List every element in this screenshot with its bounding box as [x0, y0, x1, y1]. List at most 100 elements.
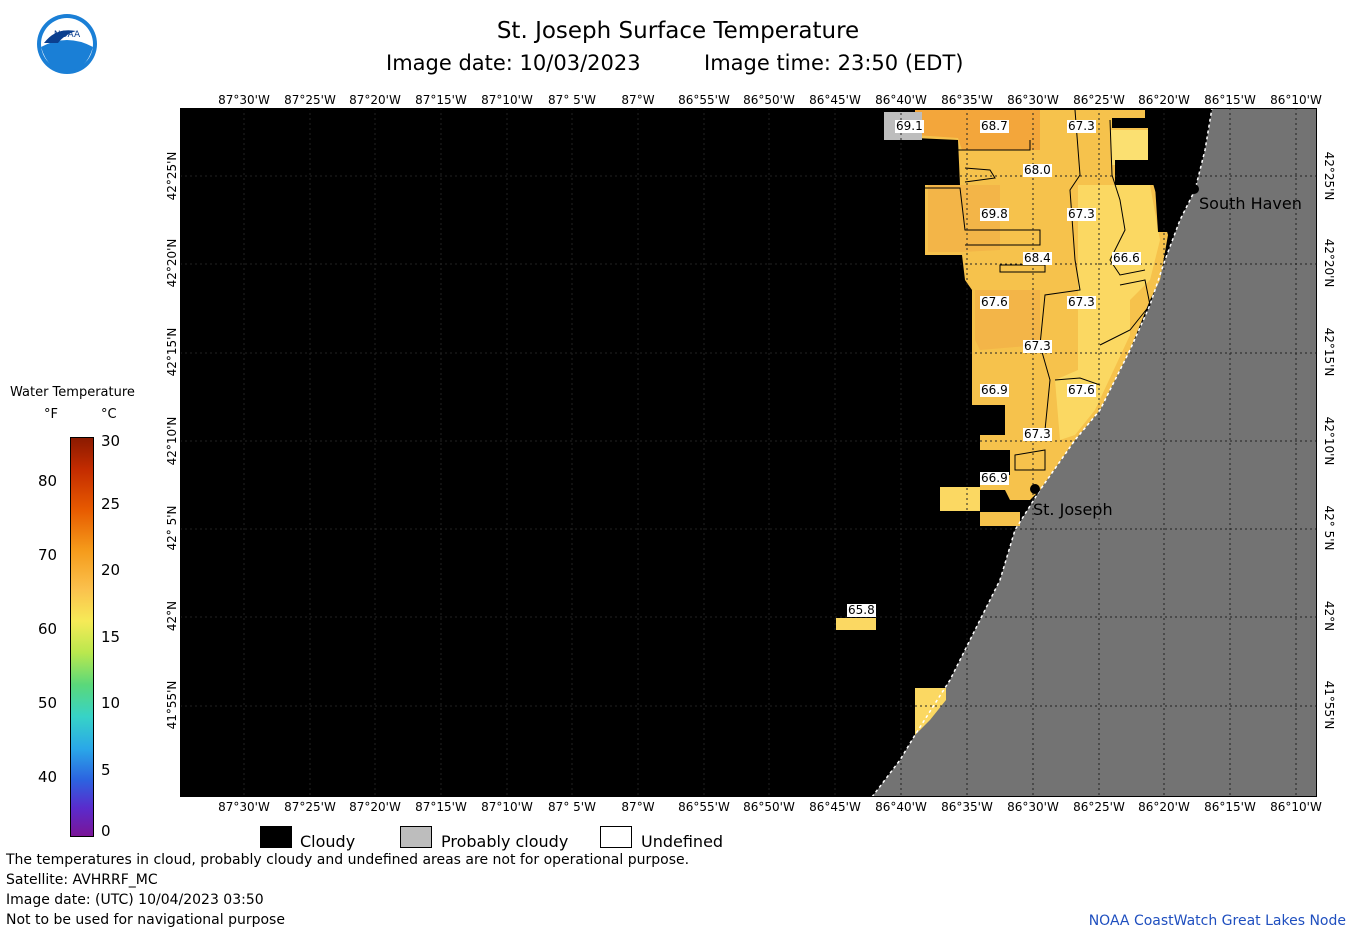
- city-label-st-joseph: St. Joseph: [1033, 500, 1113, 519]
- temp-label: 67.6: [1067, 383, 1096, 397]
- image-date: Image date: 10/03/2023: [386, 51, 641, 75]
- lon-label: 86°20'W: [1138, 800, 1190, 814]
- legend-swatch-cloudy: [260, 826, 292, 848]
- f-tick: 40: [38, 768, 58, 786]
- lon-label: 87° 5'W: [548, 800, 596, 814]
- lon-label: 86°30'W: [1007, 800, 1059, 814]
- lon-label: 86°30'W: [1007, 93, 1059, 107]
- temp-label: 69.8: [980, 207, 1009, 221]
- lat-label: 42°20'N: [1322, 238, 1336, 288]
- lat-label: 42°15'N: [165, 327, 179, 377]
- lon-label: 87°15'W: [415, 93, 467, 107]
- temp-label: 66.6: [1112, 251, 1141, 265]
- color-bar: [70, 437, 94, 837]
- sst-cool-strip: [1055, 185, 1160, 440]
- lon-label: 86°45'W: [809, 93, 861, 107]
- temp-label: 69.1: [895, 119, 924, 133]
- lon-label: 87° 5'W: [548, 93, 596, 107]
- lat-label: 41°55'N: [1322, 680, 1336, 730]
- lon-label: 86°55'W: [678, 800, 730, 814]
- sst-patch: [836, 618, 876, 630]
- legend-title: Water Temperature: [10, 385, 135, 400]
- lon-label: 87°20'W: [349, 800, 401, 814]
- lon-label: 86°50'W: [743, 800, 795, 814]
- lon-label: 86°10'W: [1270, 800, 1322, 814]
- c-tick: 0: [101, 822, 111, 840]
- f-tick: 60: [38, 620, 58, 638]
- lon-label: 86°40'W: [875, 800, 927, 814]
- legend-label-cloudy: Cloudy: [300, 832, 356, 851]
- legend-label-undefined: Undefined: [641, 832, 724, 851]
- lon-label: 87°W: [621, 93, 655, 107]
- legend-label-probably-cloudy: Probably cloudy: [441, 832, 569, 851]
- c-tick: 5: [101, 761, 111, 779]
- lon-label: 87°20'W: [349, 93, 401, 107]
- credit-link[interactable]: NOAA CoastWatch Great Lakes Node: [1088, 913, 1346, 929]
- legend-swatch-undefined: [600, 826, 632, 848]
- legend-swatch-probably-cloudy: [400, 826, 432, 848]
- lat-label: 42°20'N: [165, 238, 179, 288]
- footer-satellite: Satellite: AVHRRF_MC: [6, 872, 158, 888]
- lon-label: 87°25'W: [284, 93, 336, 107]
- c-tick: 15: [101, 628, 121, 646]
- temp-label: 65.8: [847, 603, 876, 617]
- city-label-south-haven: South Haven: [1199, 194, 1302, 213]
- f-tick: 80: [38, 472, 58, 490]
- lat-label: 42°10'N: [1322, 416, 1336, 466]
- lon-label: 86°50'W: [743, 93, 795, 107]
- lon-label: 86°20'W: [1138, 93, 1190, 107]
- lat-label: 42°15'N: [1322, 327, 1336, 377]
- st-joseph-marker: [1030, 484, 1040, 494]
- map-title: St. Joseph Surface Temperature: [496, 18, 860, 44]
- unit-c: °C: [101, 407, 117, 422]
- lat-label: 41°55'N: [165, 680, 179, 730]
- lat-label: 42°25'N: [165, 151, 179, 201]
- temp-label: 67.3: [1067, 295, 1096, 309]
- temperature-map: [180, 108, 1317, 797]
- temp-label: 66.9: [980, 383, 1009, 397]
- lon-label: 87°15'W: [415, 800, 467, 814]
- lat-label: 42°10'N: [165, 416, 179, 466]
- temp-label: 67.3: [1067, 207, 1096, 221]
- lon-label: 87°10'W: [481, 93, 533, 107]
- unit-f: °F: [44, 407, 58, 422]
- lon-label: 86°45'W: [809, 800, 861, 814]
- lon-label: 86°35'W: [941, 93, 993, 107]
- f-tick: 70: [38, 546, 58, 564]
- lon-label: 86°55'W: [678, 93, 730, 107]
- isotherm-lines: [925, 109, 1151, 471]
- lon-label: 86°10'W: [1270, 93, 1322, 107]
- lon-label: 87°10'W: [481, 800, 533, 814]
- c-tick: 20: [101, 561, 121, 579]
- cloud-patch: [1112, 110, 1212, 232]
- lon-label: 86°40'W: [875, 93, 927, 107]
- land-area: [872, 108, 1317, 797]
- lat-label: 42° 5'N: [165, 505, 179, 551]
- noaa-logo: NOAA: [37, 14, 97, 74]
- lon-label: 87°30'W: [218, 800, 270, 814]
- lon-label: 86°15'W: [1204, 93, 1256, 107]
- temp-label: 68.0: [1023, 163, 1052, 177]
- c-tick: 30: [101, 432, 121, 450]
- temp-label: 68.4: [1023, 251, 1052, 265]
- lat-label: 42°N: [165, 600, 179, 632]
- temp-label: 67.3: [1067, 119, 1096, 133]
- footer-navigation: Not to be used for navigational purpose: [6, 912, 285, 928]
- temp-label: 67.3: [1023, 427, 1052, 441]
- footer-utc-date: Image date: (UTC) 10/04/2023 03:50: [6, 892, 264, 908]
- lat-label: 42° 5'N: [1322, 505, 1336, 551]
- lon-label: 87°25'W: [284, 800, 336, 814]
- svg-text:NOAA: NOAA: [54, 30, 81, 40]
- temp-label: 66.9: [980, 471, 1009, 485]
- c-tick: 25: [101, 495, 121, 513]
- lat-label: 42°N: [1322, 600, 1336, 632]
- temp-label: 67.6: [980, 295, 1009, 309]
- sst-patch: [940, 487, 980, 511]
- temp-label: 67.3: [1023, 339, 1052, 353]
- lon-label: 86°35'W: [941, 800, 993, 814]
- lon-label: 86°15'W: [1204, 800, 1256, 814]
- lon-label: 86°25'W: [1073, 800, 1125, 814]
- south-haven-marker: [1189, 184, 1199, 194]
- footer-note: The temperatures in cloud, probably clou…: [6, 852, 690, 868]
- lat-label: 42°25'N: [1322, 151, 1336, 201]
